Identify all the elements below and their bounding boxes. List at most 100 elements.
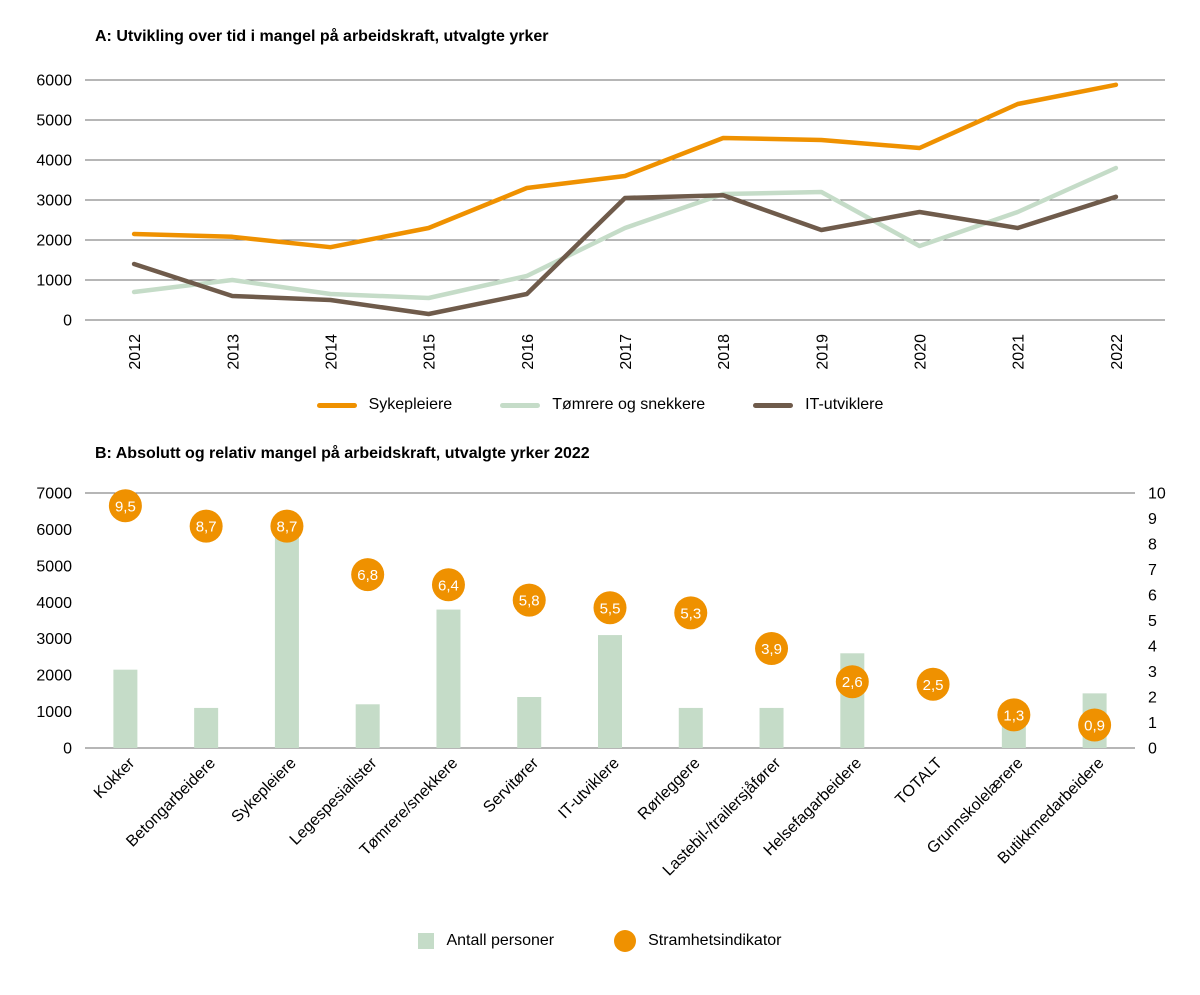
bar-1 bbox=[194, 707, 219, 748]
category-label: Betongarbeidere bbox=[123, 755, 219, 851]
marker-0 bbox=[108, 489, 142, 523]
bar-5 bbox=[517, 697, 542, 748]
category-label: Kokker bbox=[91, 754, 139, 802]
marker-1 bbox=[189, 509, 223, 543]
marker-3 bbox=[351, 558, 385, 592]
marker-value-label: 8,7 bbox=[276, 519, 297, 536]
marker-10 bbox=[916, 667, 950, 701]
y-axis-tick-label: 1000 bbox=[36, 273, 72, 290]
marker-value-label: 6,4 bbox=[438, 577, 459, 594]
marker-value-label: 5,3 bbox=[680, 605, 701, 622]
bar-2 bbox=[274, 533, 299, 748]
bar-3 bbox=[355, 704, 380, 748]
marker-12 bbox=[1078, 708, 1112, 742]
left-y-tick-label: 5000 bbox=[36, 558, 72, 575]
right-y-tick-label: 7 bbox=[1148, 562, 1157, 579]
x-axis-tick-label: 2013 bbox=[225, 334, 242, 370]
right-y-tick-label: 8 bbox=[1148, 537, 1157, 554]
legend-label: IT-utviklere bbox=[805, 396, 884, 413]
x-axis-tick-label: 2019 bbox=[814, 334, 831, 370]
legend-label: Tømrere og snekkere bbox=[552, 396, 706, 413]
marker-6 bbox=[593, 591, 627, 625]
panel-b-title: B: Absolutt og relativ mangel på arbeids… bbox=[95, 445, 590, 462]
tomrere-line-swatch bbox=[500, 402, 541, 408]
bar-6 bbox=[598, 635, 622, 748]
x-axis-tick-label: 2016 bbox=[520, 334, 537, 370]
marker-value-label: 6,8 bbox=[357, 567, 378, 584]
x-axis-tick-label: 2014 bbox=[323, 334, 340, 370]
left-y-tick-label: 4000 bbox=[36, 595, 72, 612]
legend-label: Sykepleiere bbox=[368, 396, 453, 413]
marker-swatch bbox=[614, 930, 637, 952]
bar-8 bbox=[759, 707, 784, 748]
legend-item-sykepleiere: Sykepleiere bbox=[316, 396, 453, 414]
y-axis-tick-label: 4000 bbox=[36, 153, 72, 170]
marker-11 bbox=[997, 698, 1031, 732]
left-y-tick-label: 1000 bbox=[36, 704, 72, 721]
marker-value-label: 2,6 bbox=[842, 674, 863, 691]
x-axis-tick-label: 2017 bbox=[618, 334, 635, 370]
right-y-tick-label: 2 bbox=[1148, 690, 1157, 707]
marker-9 bbox=[835, 665, 869, 699]
bar-chart-panel-b: 0 1000 2000 3000 4000 5000 6000 7000 0 1 2 3 4 5 6 7 8 9 1… bbox=[36, 486, 1166, 880]
category-label: TOTALT bbox=[892, 755, 946, 809]
right-y-tick-label: 9 bbox=[1148, 511, 1157, 528]
bar-swatch bbox=[418, 933, 435, 949]
category-label: IT-utviklere bbox=[555, 755, 622, 822]
x-axis-tick-label: 2018 bbox=[716, 334, 733, 370]
it-utviklere-line-swatch bbox=[753, 402, 794, 408]
x-axis-tick-label: 2021 bbox=[1011, 334, 1028, 370]
right-y-tick-label: 5 bbox=[1148, 613, 1157, 630]
panel-b-legend: Antall personer Stramhetsindikator bbox=[0, 930, 1200, 952]
marker-8 bbox=[755, 632, 789, 666]
category-label: Sykepleiere bbox=[229, 755, 300, 826]
legend-item-tomrere: Tømrere og snekkere bbox=[500, 396, 705, 414]
left-y-tick-label: 3000 bbox=[36, 631, 72, 648]
legend-label: Antall personer bbox=[446, 932, 555, 949]
y-axis-tick-label: 3000 bbox=[36, 193, 72, 210]
right-y-tick-label: 0 bbox=[1148, 741, 1157, 758]
right-y-tick-label: 10 bbox=[1148, 486, 1166, 503]
panel-a-legend: Sykepleiere Tømrere og snekkere IT-utvik… bbox=[0, 396, 1200, 414]
right-y-tick-label: 6 bbox=[1148, 588, 1157, 605]
right-y-tick-label: 1 bbox=[1148, 715, 1157, 732]
marker-2 bbox=[270, 509, 304, 543]
marker-4 bbox=[431, 568, 465, 602]
legend-item-it-utviklere: IT-utviklere bbox=[753, 396, 883, 414]
marker-value-label: 5,5 bbox=[600, 600, 621, 617]
x-axis-tick-label: 2020 bbox=[913, 334, 930, 370]
right-y-tick-label: 4 bbox=[1148, 639, 1157, 656]
marker-5 bbox=[512, 583, 546, 617]
bar-4 bbox=[436, 609, 461, 748]
x-axis-tick-label: 2012 bbox=[127, 334, 144, 370]
series-line-1 bbox=[131, 165, 1119, 301]
marker-value-label: 8,7 bbox=[196, 519, 217, 536]
y-axis-tick-label: 5000 bbox=[36, 113, 72, 130]
category-label: Servitører bbox=[480, 754, 542, 816]
series-line-2 bbox=[131, 192, 1119, 317]
legend-label: Stramhetsindikator bbox=[648, 932, 782, 949]
y-axis-tick-label: 2000 bbox=[36, 233, 72, 250]
marker-value-label: 1,3 bbox=[1003, 707, 1024, 724]
bar-0 bbox=[113, 669, 138, 748]
marker-value-label: 2,5 bbox=[923, 677, 944, 694]
x-axis-tick-label: 2022 bbox=[1109, 334, 1126, 370]
line-chart-panel-a: 0 1000 2000 3000 4000 5000 6000 2012 2013 2014 201… bbox=[36, 73, 1165, 370]
left-y-tick-label: 7000 bbox=[36, 486, 72, 503]
legend-item-stramhetsindikator: Stramhetsindikator bbox=[614, 930, 782, 952]
x-axis-tick-label: 2015 bbox=[422, 334, 439, 370]
y-axis-tick-label: 0 bbox=[63, 313, 72, 330]
left-y-tick-label: 2000 bbox=[36, 668, 72, 685]
left-y-tick-label: 6000 bbox=[36, 522, 72, 539]
sykepleiere-line-swatch bbox=[316, 402, 357, 408]
right-y-tick-label: 3 bbox=[1148, 664, 1157, 681]
y-axis-tick-label: 6000 bbox=[36, 73, 72, 90]
left-y-tick-label: 0 bbox=[63, 741, 72, 758]
category-label: Rørleggere bbox=[635, 755, 704, 824]
marker-value-label: 0,9 bbox=[1084, 718, 1105, 735]
panel-a-title: A: Utvikling over tid i mangel på arbeid… bbox=[95, 28, 549, 45]
category-label: Legespesialister bbox=[287, 754, 381, 848]
marker-7 bbox=[674, 596, 708, 630]
bar-7 bbox=[678, 707, 703, 748]
